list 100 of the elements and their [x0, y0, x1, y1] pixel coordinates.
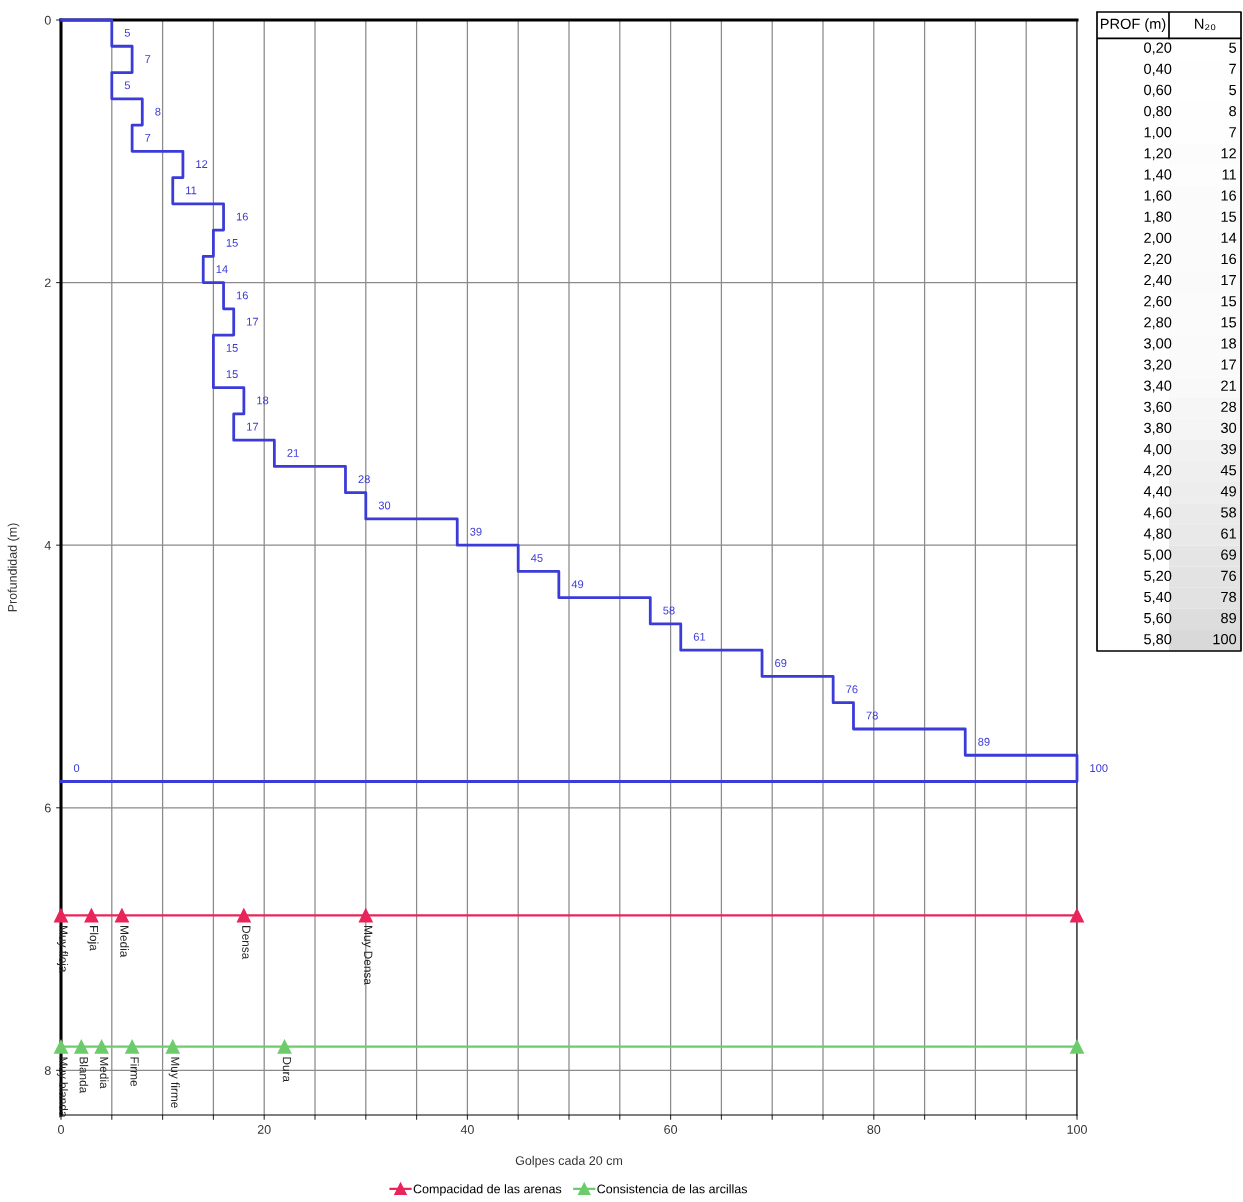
y-tick-label: 4 [44, 541, 51, 550]
annotation: Muy blanda [56, 1057, 68, 1118]
y-tick-label: 6 [44, 803, 51, 813]
data-label: 30 [1221, 422, 1237, 434]
y-tick-label: 4,00 [1143, 443, 1172, 456]
y-tick-label: 3,80 [1144, 422, 1172, 435]
y-tick-label: 2,60 [1144, 296, 1172, 309]
y-axis-title: Profundidad (m) [7, 523, 20, 612]
y-tick-label: 0,20 [1144, 42, 1172, 55]
data-label: 76 [846, 685, 858, 694]
y-tick-label: 2,40 [1144, 274, 1172, 287]
data-label: 17 [1221, 359, 1236, 370]
y-tick-label: 4,20 [1143, 465, 1172, 478]
y-tick-label: 5,00 [1144, 549, 1172, 562]
y-tick-label: 2 [44, 278, 51, 288]
y-tick-label: 4,60 [1143, 507, 1172, 520]
data-label: 28 [1221, 401, 1237, 412]
x-axis-title: Golpes cada 20 cm [515, 1155, 623, 1168]
x-tick-label: 60 [664, 1125, 678, 1134]
data-label: 39 [470, 527, 482, 536]
data-label: 15 [1221, 296, 1237, 307]
data-label: 5 [124, 81, 131, 90]
data-label: 17 [1221, 275, 1236, 286]
y-tick-label: 3,20 [1144, 359, 1172, 372]
data-label: 89 [978, 737, 990, 746]
data-label: 11 [186, 186, 197, 195]
data-label: 78 [866, 711, 878, 720]
y-tick-label: 0,40 [1144, 63, 1172, 76]
data-label: 69 [1221, 549, 1236, 560]
data-label: 11 [1222, 169, 1236, 180]
legend-label: Compacidad de las arenas [413, 1184, 562, 1196]
data-label: 17 [247, 422, 259, 431]
y-tick-label: 2,80 [1144, 317, 1172, 330]
data-label: 30 [378, 501, 391, 510]
y-tick-label: 1,20 [1144, 148, 1172, 161]
data-label: 89 [1221, 612, 1236, 624]
data-label: 45 [530, 554, 543, 562]
y-tick-label: 5,80 [1144, 634, 1172, 647]
data-label: 16 [236, 212, 248, 221]
y-tick-label: 2,20 [1144, 253, 1172, 266]
data-label: 8 [1229, 105, 1237, 117]
x-tick-label: 40 [460, 1125, 474, 1134]
data-label: 49 [1220, 486, 1236, 497]
y-tick-label: 0,60 [1144, 84, 1172, 97]
y-tick-label: 1,80 [1144, 211, 1172, 224]
data-label: 100 [1213, 634, 1237, 645]
data-label: 12 [196, 160, 208, 168]
x-tick-label: 80 [867, 1125, 881, 1134]
data-label: 5 [1229, 42, 1237, 53]
annotation: Dura [282, 1057, 292, 1083]
data-label: 39 [1221, 443, 1236, 455]
annotation: Floja [87, 926, 99, 951]
data-label: 8 [155, 107, 161, 116]
data-label: 7 [145, 134, 151, 142]
data-label: 78 [1221, 591, 1237, 603]
data-label: 7 [1229, 127, 1236, 138]
data-label: 7 [1229, 63, 1236, 74]
y-tick-label: 3,00 [1144, 338, 1172, 351]
data-label: 18 [1221, 338, 1237, 349]
data-label: 18 [257, 396, 269, 405]
data-label: 15 [226, 370, 238, 379]
data-label: 5 [124, 28, 131, 37]
annotation: Densa [242, 926, 251, 960]
data-label: 15 [226, 239, 238, 247]
data-label: 76 [1221, 570, 1237, 581]
y-tick-label: 0,80 [1144, 105, 1172, 118]
data-label: 15 [1221, 211, 1237, 222]
y-tick-label: 2,00 [1144, 232, 1172, 245]
x-tick-label: N₂₀ [1195, 18, 1216, 31]
data-label: 7 [145, 55, 151, 63]
y-tick-label: 5,20 [1144, 570, 1172, 583]
data-label: 16 [1221, 253, 1237, 265]
data-label: 14 [216, 265, 228, 273]
data-label: 16 [1221, 190, 1237, 201]
y-tick-label: 3,40 [1144, 380, 1172, 393]
data-label: 17 [247, 317, 259, 326]
annotation: Media [120, 926, 129, 958]
y-tick-label: 3,60 [1144, 401, 1172, 414]
y-tick-label: 5,60 [1144, 612, 1172, 625]
legend-label: Consistencia de las arcillas [597, 1184, 748, 1194]
data-label: 49 [571, 580, 584, 589]
y-tick-label: 4,80 [1143, 528, 1172, 541]
x-tick-label: 20 [257, 1125, 271, 1134]
x-tick-label: 0 [58, 1125, 64, 1134]
data-label: 21 [287, 449, 299, 457]
annotation: Blanda [79, 1057, 89, 1094]
data-label: 15 [226, 344, 238, 352]
annotation: Muy firme [168, 1057, 180, 1108]
y-tick-label: 1,40 [1144, 169, 1172, 182]
data-label: 5 [1229, 84, 1237, 96]
y-tick-label: 8 [44, 1066, 51, 1076]
data-label: 21 [1221, 380, 1236, 391]
annotation: Firme [130, 1057, 140, 1087]
data-label: 100 [1090, 764, 1108, 772]
data-label: 28 [358, 475, 370, 484]
y-tick-label: 1,60 [1144, 190, 1172, 203]
data-label: 16 [236, 291, 248, 300]
data-label: 69 [775, 659, 787, 667]
data-label: 61 [693, 632, 706, 641]
text: PROF (m) [1100, 18, 1166, 32]
